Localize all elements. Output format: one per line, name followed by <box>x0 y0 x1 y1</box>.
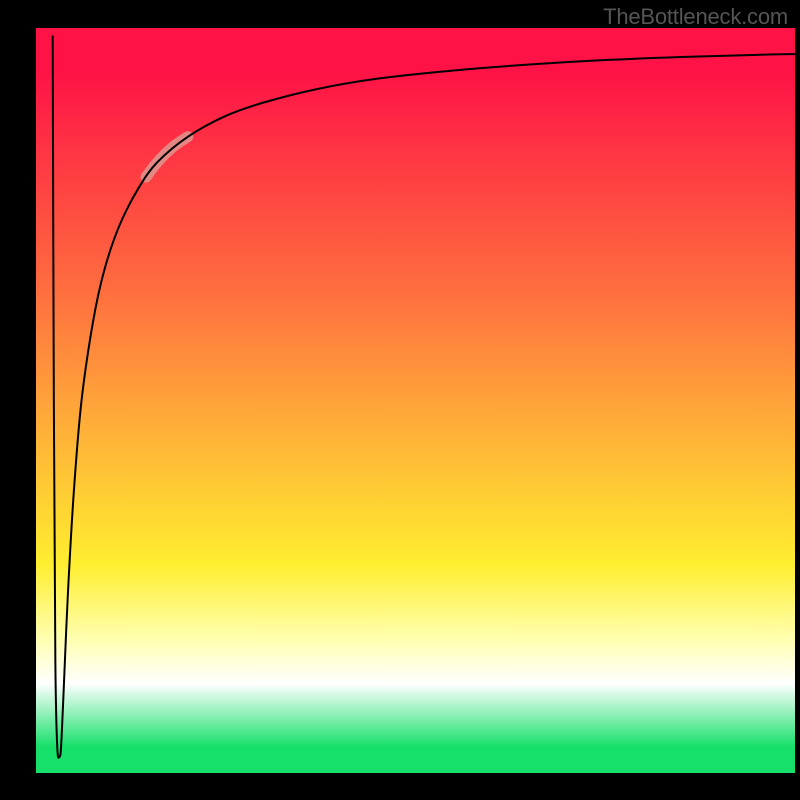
chart-plot-area <box>36 28 795 773</box>
curve-svg <box>36 28 795 773</box>
highlight-segment <box>146 137 188 177</box>
watermark-text: TheBottleneck.com <box>603 4 788 30</box>
bottleneck-curve <box>53 35 795 757</box>
